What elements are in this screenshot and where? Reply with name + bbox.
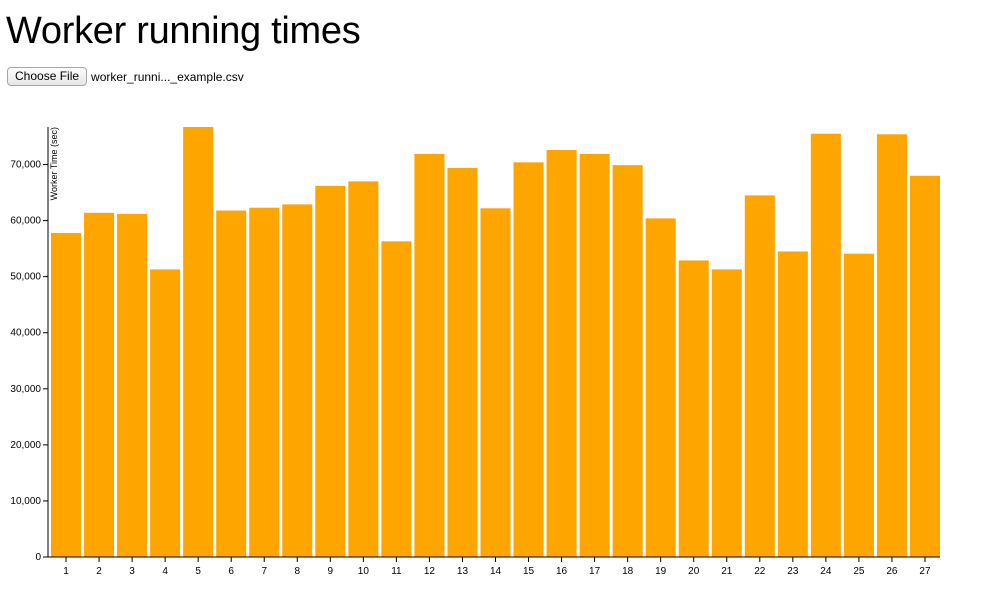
x-tick-label: 4 xyxy=(162,566,168,577)
bar-13 xyxy=(447,167,478,557)
bar-9 xyxy=(315,185,346,557)
y-axis-label: Worker Time (sec) xyxy=(49,127,59,200)
y-tick-label: 30,000 xyxy=(10,384,41,395)
x-tick-label: 22 xyxy=(754,566,766,577)
bar-26 xyxy=(876,134,907,558)
bar-21 xyxy=(711,269,742,557)
x-tick-label: 1 xyxy=(63,566,69,577)
bar-10 xyxy=(348,181,379,557)
bar-25 xyxy=(843,253,874,557)
y-tick-label: 60,000 xyxy=(10,216,41,227)
page-title: Worker running times xyxy=(6,10,361,52)
x-tick-label: 25 xyxy=(853,566,865,577)
bar-8 xyxy=(282,204,313,557)
x-tick-label: 24 xyxy=(820,566,832,577)
bar-11 xyxy=(381,241,412,557)
bar-16 xyxy=(546,149,577,558)
x-tick-label: 13 xyxy=(457,566,469,577)
bar-22 xyxy=(744,195,775,557)
bar-12 xyxy=(414,153,445,557)
x-tick-label: 5 xyxy=(195,566,201,577)
bar-19 xyxy=(645,218,676,557)
x-tick-label: 18 xyxy=(622,566,634,577)
y-tick-label: 50,000 xyxy=(10,272,41,283)
bars-group xyxy=(51,127,940,558)
file-input-row: Choose File worker_runni..._example.csv xyxy=(7,67,244,86)
bar-24 xyxy=(810,133,841,558)
x-tick-label: 10 xyxy=(358,566,370,577)
y-tick-label: 20,000 xyxy=(10,440,41,451)
x-tick-label: 20 xyxy=(688,566,700,577)
bar-6 xyxy=(216,210,247,557)
x-tick-label: 15 xyxy=(523,566,535,577)
x-tick-label: 8 xyxy=(294,566,300,577)
x-tick-label: 23 xyxy=(787,566,799,577)
bar-15 xyxy=(513,162,544,557)
bar-20 xyxy=(678,260,709,557)
x-tick-label: 11 xyxy=(391,566,402,577)
x-tick-label: 17 xyxy=(589,566,601,577)
x-tick-label: 9 xyxy=(328,566,334,577)
y-axis: 0 10,000 20,000 30,000 40,000 50,000 60,000 70,… xyxy=(10,127,49,563)
y-tick-label: 0 xyxy=(35,552,41,563)
bar-18 xyxy=(612,165,643,557)
x-tick-label: 12 xyxy=(424,566,436,577)
y-tick-label: 10,000 xyxy=(10,496,41,507)
bar-27 xyxy=(909,175,940,557)
x-tick-label: 3 xyxy=(129,566,135,577)
x-tick-label: 19 xyxy=(655,566,667,577)
x-tick-label: 26 xyxy=(886,566,898,577)
bar-1 xyxy=(51,232,82,557)
bar-17 xyxy=(579,153,610,557)
x-tick-label: 6 xyxy=(228,566,234,577)
x-tick-label: 27 xyxy=(919,566,931,577)
y-tick-label: 40,000 xyxy=(10,328,41,339)
x-tick-label: 14 xyxy=(490,566,502,577)
x-axis: 1 2 3 4 5 6 7 8 9 10 11 12 13 14 15 16 17 18 19 20 21 22 23 24 2… xyxy=(48,556,940,577)
x-tick-label: 16 xyxy=(556,566,568,577)
x-tick-label: 21 xyxy=(721,566,733,577)
x-tick-label: 2 xyxy=(96,566,102,577)
bar-23 xyxy=(777,251,808,557)
bar-2 xyxy=(84,212,115,557)
bar-3 xyxy=(117,213,148,557)
y-tick-label: 70,000 xyxy=(10,160,41,171)
bar-4 xyxy=(150,269,181,557)
selected-file-name: worker_runni..._example.csv xyxy=(91,69,244,84)
bar-14 xyxy=(480,208,511,558)
bar-5 xyxy=(183,127,214,557)
choose-file-button[interactable]: Choose File xyxy=(7,67,88,86)
bar-7 xyxy=(249,207,280,558)
x-tick-label: 7 xyxy=(261,566,267,577)
